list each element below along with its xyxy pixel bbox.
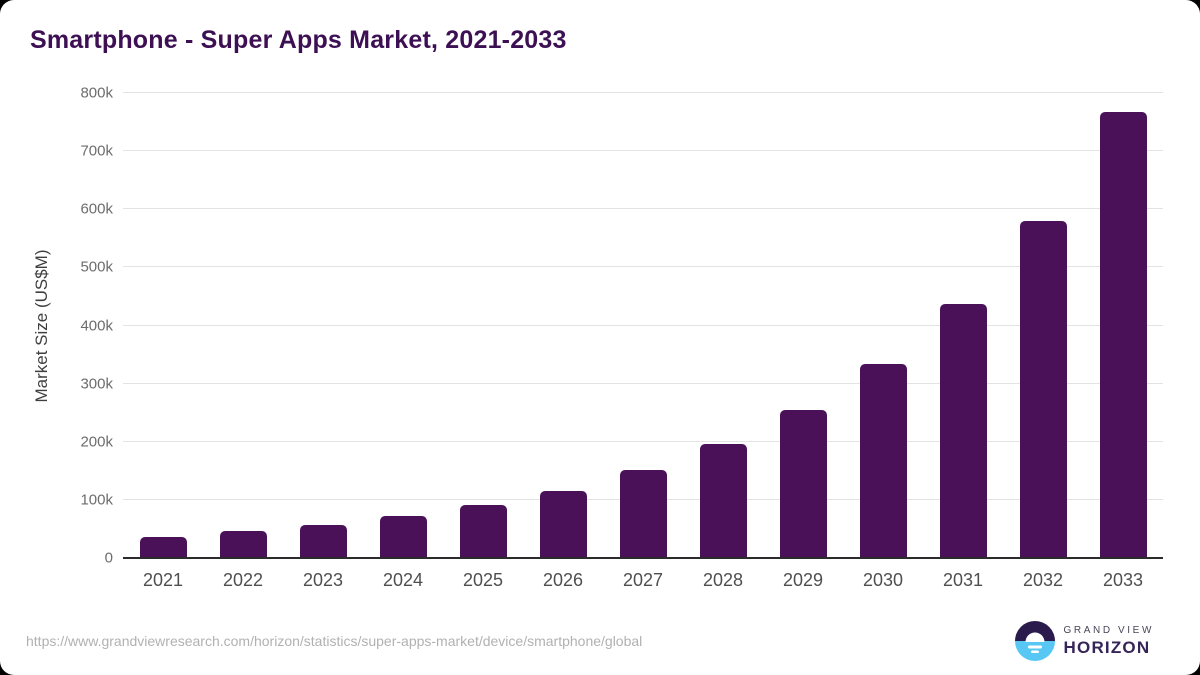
bar-2026[interactable] [539,490,587,558]
x-tick-label: 2033 [1102,570,1144,590]
bar-slot [763,93,843,558]
bar-slot [363,93,443,558]
bar-2021[interactable] [139,537,187,558]
x-tick-label: 2032 [1022,570,1064,590]
bar-slot [203,93,283,558]
y-tick-label: 400k [80,317,113,334]
y-tick-label: 800k [80,84,113,102]
y-tick-label: 100k [80,491,113,509]
grid-line [123,266,1163,268]
bar-2028[interactable] [699,444,747,558]
bar-series [123,93,1163,558]
x-tick-label: 2023 [302,570,344,590]
x-axis-labels: 2021 2022 2023 2024 2025 2026 2027 2028 2029 2030… [123,570,1163,591]
y-tick-label: 500k [80,258,113,276]
y-axis-ticks: 800k 700k 600k 500k 400k 300k 200k 100k 0 [28,86,113,566]
grid-line [123,324,1163,326]
bar-slot [923,93,1003,558]
brand-logo: GRAND VIEW HORIZON [1014,621,1154,661]
x-tick-label: 2029 [782,570,824,590]
grid-line [123,92,1163,93]
y-tick-label: 200k [80,433,113,451]
grid-line [123,440,1163,442]
horizon-logo-icon [1014,621,1055,661]
x-tick-label: 2021 [142,570,184,590]
x-tick-label: 2027 [622,570,664,590]
x-tick-label: 2026 [542,570,584,590]
bar-2023[interactable] [299,524,347,558]
grid-line [123,150,1163,152]
x-tick-label: 2022 [222,570,264,590]
bar-2033[interactable] [1099,111,1147,558]
y-tick-label: 300k [80,375,113,393]
bar-2024[interactable] [379,516,427,558]
plot-area [123,92,1163,559]
bar-2032[interactable] [1019,221,1067,558]
bar-slot [1003,93,1083,558]
bar-2031[interactable] [939,304,987,558]
bar-slot [683,93,763,558]
bar-2022[interactable] [219,531,267,558]
brand-name-bottom: HORIZON [1063,637,1151,657]
bar-2029[interactable] [779,409,827,558]
bar-slot [603,93,683,558]
bar-slot [443,93,523,558]
bar-slot [1083,93,1163,558]
bar-slot [123,93,203,558]
x-axis-line [123,557,1163,559]
x-tick-label: 2024 [382,570,424,590]
page-title: Smartphone - Super Apps Market, 2021-203… [30,26,567,54]
grid-line [123,208,1163,210]
bar-slot [283,93,363,558]
y-tick-label: 700k [80,142,113,160]
source-url: https://www.grandviewresearch.com/horizo… [26,633,643,649]
y-tick-label: 0 [104,549,113,567]
brand-name-top: GRAND VIEW [1063,624,1154,636]
bar-2025[interactable] [459,504,507,558]
brand-logo-text: GRAND VIEW HORIZON [1064,625,1154,658]
grid-line [123,382,1163,384]
x-tick-label: 2030 [862,570,904,590]
bar-2027[interactable] [619,470,667,558]
x-tick-label: 2031 [942,570,984,590]
x-tick-label: 2028 [702,570,744,590]
bar-slot [843,93,923,558]
y-tick-label: 600k [80,200,113,218]
x-tick-label: 2025 [462,570,504,590]
bar-slot [523,93,603,558]
bar-2030[interactable] [859,364,907,558]
